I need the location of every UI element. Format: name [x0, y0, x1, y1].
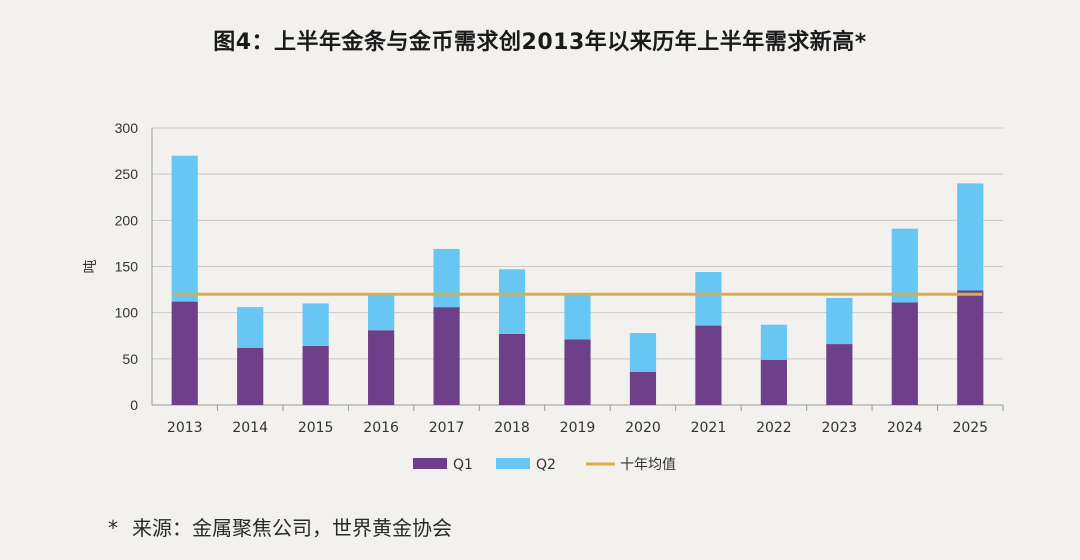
bar-q1-2017	[433, 307, 460, 405]
x-tick-label: 2025	[952, 420, 988, 436]
bar-q2-2013	[171, 155, 198, 302]
legend-label-q2: Q2	[536, 457, 556, 473]
x-tick-label: 2018	[494, 420, 530, 436]
bar-q1-2014	[237, 347, 264, 405]
y-tick-label: 300	[115, 120, 139, 136]
bar-q1-2022	[760, 359, 787, 405]
chart-title: 图4：上半年金条与金币需求创2013年以来历年上半年需求新高*	[213, 30, 867, 55]
x-tick-label: 2019	[560, 420, 596, 436]
bar-q2-2016	[368, 293, 395, 331]
x-tick-label: 2014	[232, 420, 268, 436]
stacked-bar-chart: 0 50 100 150 200 250 300 吨 2013 2014 2015 2016 2017 2…	[83, 120, 1004, 473]
bar-q1-2021	[695, 325, 722, 405]
x-tick-label: 2017	[429, 420, 465, 436]
bar-q2-2021	[695, 272, 722, 326]
bar-q1-2019	[564, 339, 591, 405]
bar-q1-2016	[368, 330, 395, 405]
bar-q2-2025	[957, 183, 984, 291]
bar-q2-2017	[433, 248, 460, 308]
bar-q2-2019	[564, 294, 591, 340]
bar-q1-2023	[826, 344, 853, 405]
bar-q1-2020	[629, 371, 657, 405]
y-tick-label: 100	[115, 305, 139, 321]
source-note: * 来源：金属聚焦公司，世界黄金协会	[108, 512, 452, 541]
bar-q2-2014	[237, 307, 264, 348]
x-tick-label: 2022	[756, 420, 792, 436]
y-tick-label: 200	[115, 212, 139, 228]
footnote-marker: *	[108, 516, 118, 540]
x-tick-label: 2020	[625, 420, 661, 436]
legend-label-average: 十年均值	[620, 457, 676, 473]
bar-q2-2018	[498, 269, 526, 334]
x-tick-label: 2023	[822, 420, 858, 436]
x-tick-label: 2013	[167, 420, 203, 436]
x-tick-label: 2021	[691, 420, 727, 436]
bar-q1-2015	[302, 345, 329, 405]
legend-swatch-q1	[413, 458, 447, 469]
bar-q2-2023	[826, 297, 853, 345]
x-tick-label: 2015	[298, 420, 334, 436]
bar-q2-2024	[891, 228, 918, 303]
y-tick-label: 0	[130, 397, 138, 413]
bar-q2-2020	[629, 332, 657, 372]
y-axis-title: 吨	[83, 260, 99, 274]
bar-q2-2022	[760, 324, 787, 360]
source-text: 来源：金属聚焦公司，世界黄金协会	[132, 516, 452, 540]
x-tick-label: 2016	[363, 420, 399, 436]
bar-q1-2013	[171, 301, 198, 405]
y-tick-label: 250	[115, 166, 139, 182]
bar-q2-2015	[302, 303, 329, 346]
bar-q1-2024	[891, 302, 918, 405]
legend-swatch-q2	[496, 458, 530, 469]
legend-label-q1: Q1	[453, 457, 473, 473]
x-tick-label: 2024	[887, 420, 923, 436]
y-tick-label: 50	[122, 351, 138, 367]
y-tick-label: 150	[115, 259, 139, 275]
bar-q1-2025	[957, 290, 984, 405]
bar-q1-2018	[498, 333, 526, 405]
